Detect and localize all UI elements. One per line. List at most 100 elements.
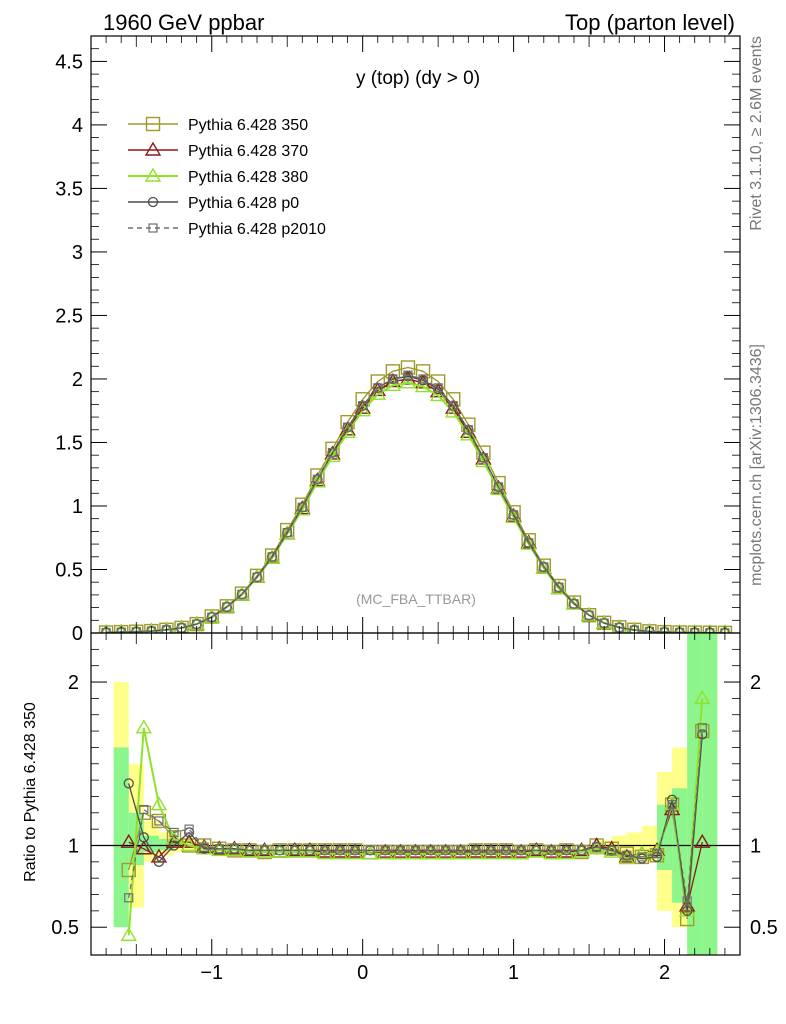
data-point-p2010 [539,562,549,572]
ratio-point-s380 [120,926,137,942]
ratio-point-p2010 [380,845,390,855]
ratio-point-s380 [135,719,153,734]
ratio-point-p2010 [516,845,526,855]
ratio-point-s370 [694,833,711,848]
uncertainty-band-yellow [113,682,129,756]
ratio-point-p2010 [456,845,466,855]
legend-swatch-marker [145,116,161,132]
legend-swatch-marker [147,196,159,208]
data-point-p2010 [418,374,428,384]
data-point-p2010 [282,528,292,538]
legend-entry-s380: Pythia 6.428 380 [128,167,308,186]
ratio-point-p2010 [154,816,164,826]
y-tick-label: 1.5 [55,432,83,454]
ratio-frame [90,632,741,956]
ratio-line-p2010 [128,727,703,902]
ratio-point-p2010 [531,845,541,855]
ratio-point-s380 [150,796,168,811]
ratio-point-p2010 [244,845,255,855]
x-tick-label: 1 [508,962,519,984]
ratio-series-s380 [120,689,711,942]
ratio-point-p2010 [320,845,330,855]
ratio-point-s350 [679,911,695,927]
ratio-point-p0 [138,832,149,843]
ratio-point-p2010 [335,845,345,855]
ratio-axes: 0.5 0.5 1 1 2 2 −1 0 1 2 [51,633,778,984]
data-point-p2010 [584,610,594,620]
data-point-p2010 [433,383,443,393]
y-tick-label: 4 [72,115,83,137]
data-point-p2010 [252,572,262,582]
ratio-y-tick-label-right: 0.5 [750,917,778,939]
ratio-point-s370 [180,833,198,848]
data-point-p2010 [222,602,232,612]
ratio-point-p2010 [622,850,632,860]
uncertainty-band-green [158,838,175,851]
ratio-y-tick-label: 1 [68,835,79,857]
ratio-point-p0 [153,856,165,867]
data-point-p2010 [237,589,247,599]
ratio-point-p2010 [214,844,224,854]
ratio-point-p2010 [199,842,209,852]
ratio-point-p2010 [275,845,285,855]
y-tick-label: 0.5 [55,559,83,581]
ratio-point-s380 [165,830,183,845]
ratio-point-p2010 [395,845,406,855]
main-axes: 0 0.5 1 1.5 2 2.5 3 3.5 4 4.5 [55,35,740,645]
legend-entry-p2010: Pythia 6.428 p2010 [128,221,326,238]
ratio-line-s380 [127,698,704,936]
y-tick-label: 3.5 [55,178,83,200]
main-panel: 0 0.5 1 1.5 2 2.5 3 3.5 4 4.5 y (top) (dy > 0) (M… [55,35,741,645]
data-point-p2010 [509,510,519,520]
ratio-point-p2010 [561,845,572,855]
data-point-p2010 [554,582,564,592]
ratio-point-p2010 [667,800,677,810]
ratio-point-p0 [697,729,708,740]
legend-label: Pythia 6.428 380 [188,169,308,186]
ratio-y-tick-label: 0.5 [51,917,79,939]
ratio-point-p2010 [652,849,662,859]
legend-label: Pythia 6.428 350 [188,117,308,134]
data-point-p2010 [493,482,504,492]
ratio-point-p2010 [546,845,556,855]
y-tick-label: 2 [72,369,83,391]
ratio-point-p2010 [682,896,692,906]
ratio-point-p2010 [365,845,375,855]
ratio-point-p2010 [290,845,300,855]
ratio-line-s370 [128,806,703,907]
rivet-label: Rivet 3.1.10, ≥ 2.6M events [748,36,765,231]
ratio-point-p2010 [607,845,617,855]
ratio-y-tick-label-right: 1 [750,835,761,857]
ratio-panel: 0.5 0.5 1 1 2 2 −1 0 1 2 Ratio to Pythia 6.428 35… [22,632,778,984]
ratio-point-s380 [694,689,711,705]
ratio-line-p0 [128,734,703,911]
data-point-p2010 [478,453,489,463]
ratio-point-s380 [180,837,198,852]
legend-entry-p0: Pythia 6.428 p0 [128,195,299,212]
ratio-y-tick-label: 2 [68,672,79,694]
data-point-s350 [415,364,431,379]
ratio-point-p0 [682,905,693,917]
ratio-point-p2010 [637,852,647,862]
ratio-point-s370 [120,833,137,848]
legend-swatch-marker [144,141,162,156]
ratio-point-p2010 [592,842,602,852]
x-tick-label: 2 [659,962,670,984]
data-point-s380 [384,376,402,392]
uncertainty-band-green [113,747,129,928]
data-point-p2010 [524,538,534,548]
ratio-point-s350 [121,862,136,878]
ratio-point-p2010 [501,845,511,855]
ratio-series-layer [91,633,740,955]
ratio-point-p2010 [184,824,194,834]
series-line-p0 [106,375,725,633]
data-point-p2010 [358,401,368,411]
ratio-point-p2010 [576,845,587,855]
y-tick-label: 1 [72,496,83,518]
ratio-y-tick-label-right: 2 [750,672,761,694]
ratio-series-p0 [123,729,708,917]
uncertainty-band-green [702,633,718,955]
legend-swatch-marker [148,223,158,233]
series-line-p2010 [106,374,725,633]
